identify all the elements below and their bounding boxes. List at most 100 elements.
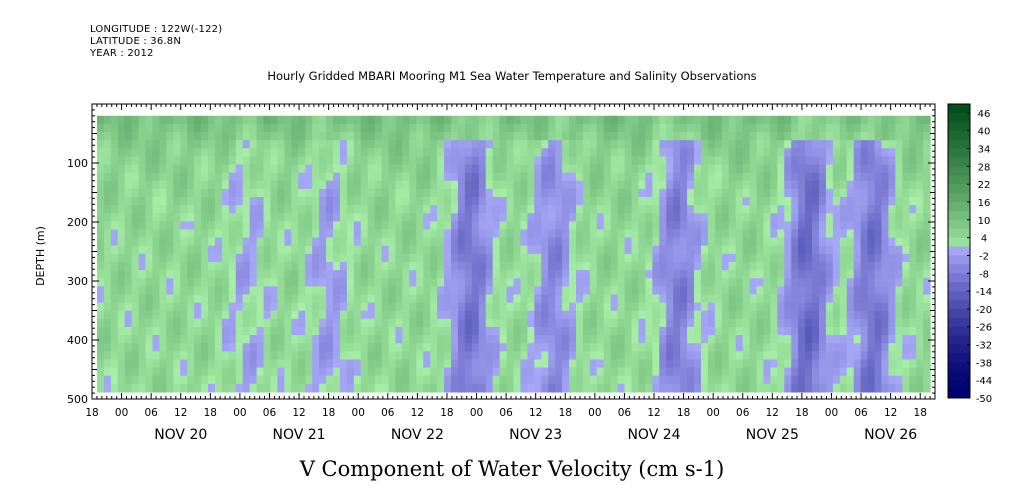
- heatmap-cell: [326, 253, 334, 263]
- heatmap-cell: [159, 343, 167, 352]
- heatmap-cell: [180, 229, 188, 239]
- heatmap-cell: [742, 375, 751, 385]
- heatmap-cell: [423, 375, 431, 385]
- heatmap-cell: [791, 278, 799, 287]
- heatmap-cell: [152, 140, 161, 149]
- heatmap-cell: [367, 197, 376, 206]
- heatmap-cell: [589, 375, 598, 385]
- heatmap-cell: [513, 310, 522, 320]
- heatmap-cell: [326, 140, 334, 149]
- heatmap-cell: [756, 286, 765, 296]
- heatmap-cell: [492, 359, 501, 369]
- heatmap-cell: [874, 245, 883, 255]
- heatmap-cell: [631, 383, 640, 393]
- heatmap-cell: [513, 188, 522, 198]
- heatmap-cell: [319, 123, 327, 133]
- heatmap-cell: [478, 294, 487, 304]
- heatmap-cell: [152, 148, 161, 157]
- heatmap-cell: [464, 229, 473, 239]
- heatmap-cell: [860, 335, 869, 344]
- heatmap-cell: [652, 286, 660, 296]
- heatmap-cell: [541, 310, 549, 320]
- heatmap-cell: [464, 375, 473, 385]
- heatmap-cell: [478, 326, 487, 336]
- heatmap-cell: [305, 213, 313, 222]
- heatmap-cell: [485, 221, 494, 231]
- heatmap-cell: [707, 253, 716, 263]
- heatmap-cell: [735, 229, 744, 239]
- heatmap-cell: [513, 335, 522, 344]
- heatmap-cell: [631, 197, 640, 206]
- heatmap-cell: [895, 188, 903, 198]
- heatmap-cell: [756, 132, 765, 141]
- heatmap-cell: [860, 164, 869, 174]
- heatmap-cell: [728, 197, 737, 206]
- heatmap-cell: [582, 326, 591, 336]
- heatmap-cell: [728, 221, 737, 231]
- heatmap-cell: [867, 383, 876, 393]
- heatmap-cell: [103, 383, 112, 393]
- heatmap-cell: [513, 326, 522, 336]
- heatmap-cell: [499, 261, 508, 271]
- heatmap-cell: [867, 335, 876, 344]
- heatmap-cell: [96, 156, 105, 166]
- heatmap-cell: [923, 383, 931, 393]
- heatmap-cell: [721, 326, 730, 336]
- heatmap-cell: [763, 253, 771, 263]
- heatmap-cell: [451, 359, 459, 369]
- heatmap-cell: [298, 375, 306, 385]
- heatmap-cell: [388, 237, 397, 247]
- heatmap-cell: [437, 213, 445, 222]
- heatmap-cell: [152, 123, 161, 133]
- heatmap-cell: [263, 229, 272, 239]
- heatmap-cell: [305, 310, 313, 320]
- heatmap-cell: [673, 278, 681, 287]
- heatmap-cell: [256, 278, 265, 287]
- heatmap-cell: [895, 261, 903, 271]
- heatmap-cell: [221, 367, 230, 377]
- heatmap-cell: [860, 367, 869, 377]
- heatmap-cell: [555, 197, 563, 206]
- heatmap-cell: [270, 229, 279, 239]
- heatmap-cell: [416, 375, 424, 385]
- x-hour-label: 18: [85, 407, 98, 419]
- heatmap-cell: [818, 335, 827, 344]
- heatmap-cell: [263, 115, 272, 125]
- heatmap-cell: [319, 221, 327, 231]
- heatmap-cell: [201, 213, 209, 222]
- heatmap-cell: [145, 375, 154, 385]
- heatmap-cell: [291, 213, 299, 222]
- heatmap-cell: [409, 294, 417, 304]
- heatmap-cell: [180, 132, 188, 141]
- heatmap-cell: [284, 261, 292, 271]
- heatmap-cell: [881, 351, 890, 361]
- heatmap-cell: [187, 156, 195, 166]
- heatmap-cell: [444, 278, 452, 287]
- heatmap-cell: [117, 326, 126, 336]
- heatmap-cell: [471, 237, 480, 247]
- heatmap-cell: [805, 294, 813, 304]
- heatmap-cell: [166, 359, 174, 369]
- heatmap-cell: [832, 237, 841, 247]
- heatmap-cell: [659, 294, 667, 304]
- heatmap-cell: [284, 197, 292, 206]
- heatmap-cell: [201, 294, 209, 304]
- heatmap-cell: [673, 148, 681, 157]
- heatmap-cell: [694, 343, 702, 352]
- heatmap-cell: [589, 245, 598, 255]
- heatmap-cell: [332, 188, 341, 198]
- heatmap-cell: [381, 253, 390, 263]
- heatmap-cell: [305, 359, 313, 369]
- heatmap-cell: [492, 278, 501, 287]
- heatmap-cell: [471, 367, 480, 377]
- heatmap-cell: [881, 343, 890, 352]
- heatmap-cell: [256, 302, 265, 312]
- heatmap-cell: [638, 115, 647, 125]
- heatmap-cell: [562, 132, 570, 141]
- heatmap-cell: [694, 123, 702, 133]
- heatmap-cell: [332, 367, 341, 377]
- heatmap-cell: [721, 140, 730, 149]
- heatmap-cell: [923, 245, 931, 255]
- heatmap-cell: [825, 205, 834, 214]
- heatmap-cell: [187, 326, 195, 336]
